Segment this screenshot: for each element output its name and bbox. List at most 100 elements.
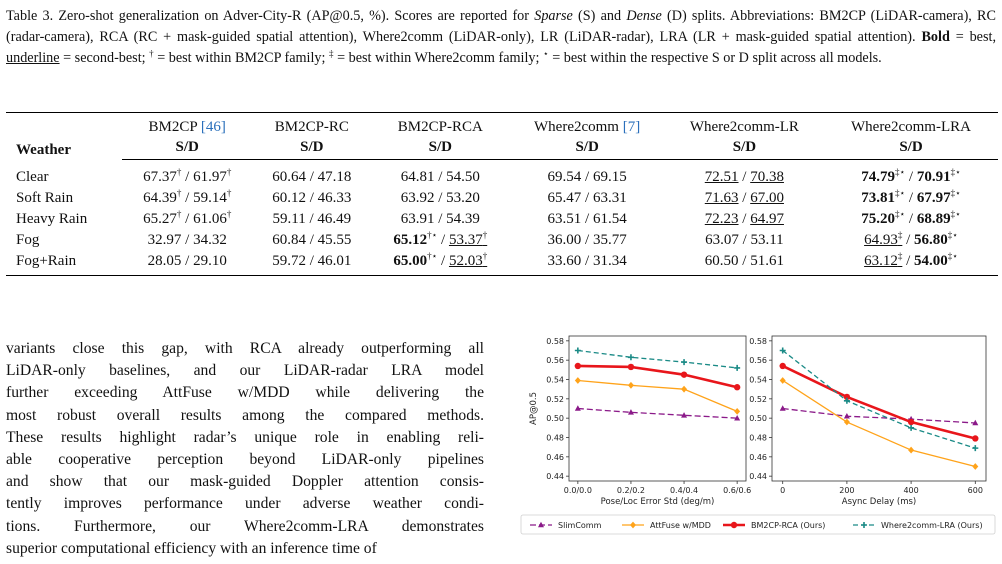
sparse-score: 69.54	[547, 169, 582, 185]
sparse-score: 72.51	[704, 169, 739, 185]
score-cell: 60.64 / 47.18	[272, 169, 352, 185]
score-cell: 63.51 / 61.54	[547, 211, 627, 227]
y-tick-label: 0.46	[546, 453, 564, 462]
series-line	[577, 364, 738, 389]
sparse-score: 67.37†	[143, 167, 182, 186]
data-point	[843, 418, 850, 426]
dense-score: 67.00	[750, 190, 784, 206]
text-line: tions. Furthermore, our Where2comm-LRA d…	[6, 517, 484, 535]
sparse-score: 75.20‡⋆	[861, 209, 906, 228]
y-tick-label: 0.44	[749, 472, 767, 481]
x-tick-label: 0.0/0.0	[564, 486, 592, 495]
y-tick-label: 0.52	[546, 395, 564, 404]
table-caption: Table 3. Zero-shot generalization on Adv…	[6, 8, 996, 66]
sparse-score: 63.92	[400, 190, 435, 206]
sparse-score: 63.51	[547, 211, 582, 227]
data-point	[843, 393, 851, 401]
text-line: LiDAR-only baselines, and our LiDAR-rada…	[6, 362, 484, 380]
series-line	[577, 407, 738, 419]
y-tick-label: 0.48	[749, 434, 767, 443]
dense-score: 53.11	[750, 232, 784, 248]
split-header: S/D	[121, 137, 253, 160]
series-line	[782, 379, 976, 468]
data-point	[779, 347, 786, 354]
data-point	[972, 435, 979, 442]
sparse-score: 71.63	[704, 190, 739, 206]
body-paragraph: variants close this gap, with RCA alread…	[6, 338, 484, 560]
col-header: Where2comm-LRA	[823, 112, 998, 137]
sparse-score: 63.12‡	[864, 251, 903, 270]
dense-score: 61.54	[592, 211, 627, 227]
dense-score: 63.31	[592, 190, 627, 206]
sparse-score: 64.39†	[143, 188, 182, 207]
text-line: and show that our mask-guided Doppler at…	[6, 473, 484, 491]
x-tick-label: 200	[839, 486, 854, 495]
score-cell: 65.00†⋆ / 52.03†	[371, 251, 510, 276]
data-point	[681, 359, 688, 366]
score-cell: 28.05 / 29.10	[121, 251, 253, 276]
score-cell: 59.11 / 46.49	[272, 211, 352, 227]
score-cell: 63.12‡ / 54.00‡⋆	[823, 251, 998, 276]
data-point	[734, 414, 741, 421]
split-header: S/D	[509, 137, 665, 160]
data-point	[627, 381, 634, 389]
sparse-score: 72.23	[704, 211, 739, 227]
col-header: BM2CP [46]	[121, 112, 253, 137]
score-cell: 64.93‡ / 56.80‡⋆	[864, 230, 958, 249]
y-tick-label: 0.48	[546, 434, 564, 443]
score-cell: 69.54 / 69.15	[547, 169, 627, 185]
y-tick-label: 0.58	[546, 337, 564, 346]
sparse-score: 65.00†⋆	[393, 251, 438, 270]
weather-cell: Fog+Rain	[6, 251, 122, 276]
y-tick-label: 0.56	[749, 356, 767, 365]
sparse-score: 74.79‡⋆	[861, 167, 906, 186]
sparse-score: 63.91	[400, 211, 435, 227]
text-line: variants close this gap, with RCA alread…	[6, 340, 484, 357]
plot-frame	[568, 335, 747, 482]
sparse-score: 65.12†⋆	[393, 230, 438, 249]
data-point	[972, 463, 979, 470]
y-tick-label: 0.54	[546, 376, 564, 385]
col-header: Where2comm-LR	[664, 112, 824, 137]
y-tick-label: 0.46	[749, 453, 767, 462]
data-point	[843, 413, 850, 419]
dense-score: 34.32	[193, 232, 227, 248]
x-tick-label: 0.6/0.6	[723, 486, 751, 495]
y-tick-label: 0.58	[749, 337, 767, 346]
data-point	[681, 385, 688, 393]
weather-cell: Clear	[16, 168, 49, 185]
score-cell: 60.12 / 46.33	[272, 190, 352, 206]
x-tick-label: 0.2/0.2	[617, 486, 645, 495]
score-cell: 60.84 / 45.55	[272, 232, 352, 248]
sparse-score: 59.72	[272, 253, 306, 269]
sparse-score: 28.05	[147, 253, 182, 269]
dense-score: 29.10	[193, 253, 227, 269]
text-line: able cooperative perception beyond LiDAR…	[6, 451, 484, 469]
score-cell: 65.27† / 61.06†	[143, 209, 232, 228]
dense-score: 47.18	[317, 169, 352, 185]
data-point	[734, 364, 741, 371]
score-cell: 67.37† / 61.97†	[143, 167, 232, 186]
sparse-score: 65.27†	[143, 209, 182, 228]
sparse-score: 60.84	[272, 232, 306, 248]
data-point	[779, 377, 786, 384]
sparse-score: 65.47	[547, 190, 582, 206]
dense-score: 54.50	[446, 169, 480, 185]
col-header: BM2CP-RCA	[371, 112, 510, 137]
sparse-score: 73.81‡⋆	[861, 188, 906, 207]
col-header: BM2CP-RC	[252, 112, 372, 137]
data-point	[627, 363, 635, 371]
dense-score: 53.20	[446, 190, 480, 206]
score-cell: 59.72 / 46.01	[252, 251, 372, 276]
legend-marker	[861, 522, 867, 528]
score-cell: 64.39† / 59.14†	[143, 188, 232, 207]
split-header: S/D	[371, 137, 510, 160]
table-row: Heavy Rain 65.27† / 61.06† 59.11 / 46.49 63…	[6, 209, 998, 230]
y-tick-label: 0.52	[749, 395, 767, 404]
data-point	[907, 418, 915, 426]
score-cell: 60.50 / 51.61	[664, 251, 824, 276]
data-point	[908, 446, 915, 454]
score-cell: 75.20‡⋆ / 68.89‡⋆	[861, 209, 961, 228]
dense-score: 56.80‡⋆	[914, 230, 958, 249]
text-line: These results highlight radar’s unique r…	[6, 428, 484, 446]
